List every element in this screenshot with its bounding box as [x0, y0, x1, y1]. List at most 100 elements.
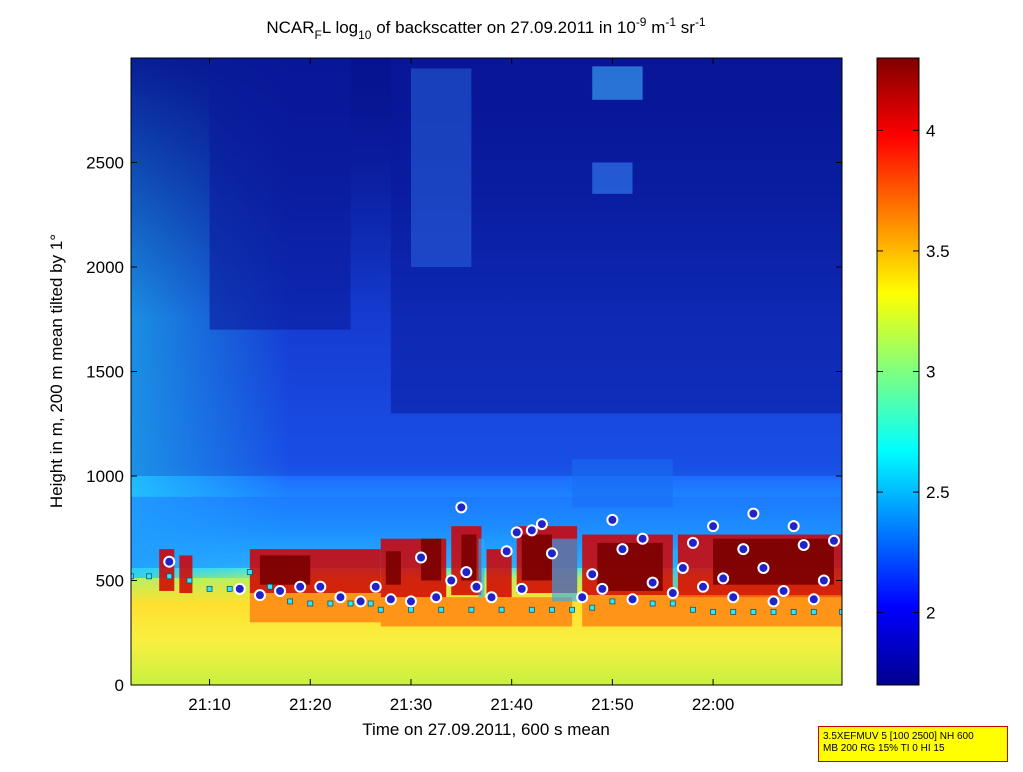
x-tick-label-0: 21:10 — [188, 695, 231, 714]
patch-darkred-core-2 — [421, 538, 442, 581]
series-1-marker-23 — [545, 547, 558, 560]
series-1-marker-42 — [767, 595, 780, 608]
annotation-line-2: MB 200 RG 15% TI 0 HI 15 — [823, 743, 945, 754]
series-0-marker-7 — [267, 583, 273, 590]
series-1-marker-6 — [334, 591, 347, 604]
series-1-marker-16 — [470, 580, 483, 593]
patch-light-cloud-1 — [592, 66, 643, 100]
series-1-marker-39 — [737, 543, 750, 556]
marker-layer — [131, 501, 842, 615]
title-part-sup2: -1 — [665, 15, 676, 29]
series-1-marker-32 — [666, 587, 679, 600]
series-1-marker-5 — [314, 580, 327, 593]
patch-gap-1 — [551, 538, 578, 602]
series-1-marker-44 — [787, 520, 800, 533]
series-1-marker-3 — [274, 584, 287, 597]
x-tick-label-2: 21:30 — [390, 695, 433, 714]
series-1-marker-40 — [747, 507, 760, 520]
y-tick-label-0: 0 — [115, 676, 124, 695]
patch-dark-region-2 — [390, 58, 842, 414]
patch-gap-0 — [478, 538, 485, 598]
patch-gap-2 — [672, 549, 678, 598]
series-1-marker-15 — [460, 566, 473, 579]
series-0-marker-30 — [770, 608, 777, 615]
series-1-marker-29 — [626, 593, 639, 606]
series-1-marker-28 — [616, 543, 629, 556]
title-part-sub1: F — [315, 28, 322, 42]
series-1-marker-10 — [404, 595, 417, 608]
title-part-prefix: NCAR — [266, 18, 314, 37]
series-0-marker-32 — [810, 608, 817, 615]
series-0-marker-12 — [367, 600, 374, 607]
series-1-marker-24 — [576, 591, 589, 604]
series-0-marker-29 — [750, 608, 757, 615]
series-0-marker-3 — [186, 577, 193, 584]
heatmap-area — [131, 58, 842, 685]
x-tick-label-5: 22:00 — [692, 695, 735, 714]
series-1-marker-4 — [294, 580, 307, 593]
series-1-marker-14 — [455, 501, 468, 514]
series-0-marker-5 — [226, 585, 233, 592]
patch-red-layer-0 — [159, 549, 175, 591]
series-0-marker-21 — [589, 604, 596, 611]
colorbar-tick-label-1: 2.5 — [926, 483, 950, 502]
series-1-marker-7 — [354, 595, 367, 608]
colorbar-tick-label-2: 3 — [926, 363, 935, 382]
series-0-marker-28 — [730, 608, 737, 615]
annotation-line-1: 3.5XEFMUV 5 [100 2500] NH 600 — [823, 731, 974, 742]
series-0-marker-17 — [498, 606, 505, 613]
colorbar — [877, 58, 919, 685]
series-1-marker-18 — [500, 545, 513, 558]
series-1-marker-19 — [510, 526, 523, 539]
series-1-marker-26 — [596, 582, 609, 595]
series-1-marker-22 — [535, 518, 548, 531]
settings-annotation-box: 3.5XEFMUV 5 [100 2500] NH 600 MB 200 RG … — [818, 726, 1008, 762]
title-part-sup1: -9 — [636, 15, 647, 29]
series-0-marker-16 — [468, 606, 475, 613]
patch-light-cloud-2 — [592, 162, 633, 194]
colorbar-tick-label-3: 3.5 — [926, 242, 950, 261]
chart-title: NCARFL log10 of backscatter on 27.09.201… — [266, 15, 706, 42]
colorbar-tick-label-0: 2 — [926, 604, 935, 623]
series-0-marker-15 — [438, 606, 445, 613]
series-1-marker-9 — [384, 593, 397, 606]
series-1-marker-46 — [807, 593, 820, 606]
series-1-marker-11 — [415, 551, 428, 564]
series-0-marker-20 — [569, 606, 576, 613]
title-text: NCARFL log10 of backscatter on 27.09.201… — [266, 15, 706, 42]
series-1-marker-1 — [233, 582, 246, 595]
y-tick-label-3: 1500 — [86, 363, 124, 382]
series-0-marker-24 — [649, 600, 656, 607]
title-part-mid: L log — [322, 18, 358, 37]
colorbar-tick-label-4: 4 — [926, 121, 935, 140]
series-1-marker-21 — [525, 524, 538, 537]
series-0-marker-31 — [790, 608, 797, 615]
x-axis-label: Time on 27.09.2011, 600 s mean — [362, 720, 610, 739]
series-0-marker-18 — [528, 606, 535, 613]
y-axis-label: Height in m, 200 m mean tilted by 1° — [47, 234, 66, 508]
series-1-marker-33 — [676, 561, 689, 574]
series-1-marker-36 — [707, 520, 720, 533]
series-1-marker-34 — [686, 536, 699, 549]
y-tick-label-5: 2500 — [86, 154, 124, 173]
series-0-marker-1 — [146, 573, 153, 580]
axes: 21:10 21:20 21:30 21:40 21:50 22:00 0 500 1000 15… — [86, 58, 842, 714]
series-0-marker-13 — [377, 606, 384, 613]
series-0-marker-19 — [549, 606, 555, 613]
series-1-marker-48 — [827, 534, 840, 547]
series-0-marker-11 — [347, 600, 354, 607]
series-1-marker-47 — [817, 574, 830, 587]
patch-dark-region-1 — [209, 58, 351, 330]
series-0-marker-10 — [327, 600, 334, 607]
series-1-marker-2 — [253, 589, 266, 602]
series-1-marker-25 — [586, 568, 599, 581]
patch-red-layer-1 — [179, 555, 193, 594]
series-1-marker-13 — [445, 574, 458, 587]
series-0-marker-33 — [839, 608, 842, 615]
series-1-marker-43 — [777, 584, 790, 597]
title-part-suffix2: m — [646, 18, 665, 37]
title-part-suffix3: sr — [676, 18, 695, 37]
series-1-marker-17 — [485, 591, 498, 604]
patch-darkred-core-6 — [713, 538, 834, 585]
